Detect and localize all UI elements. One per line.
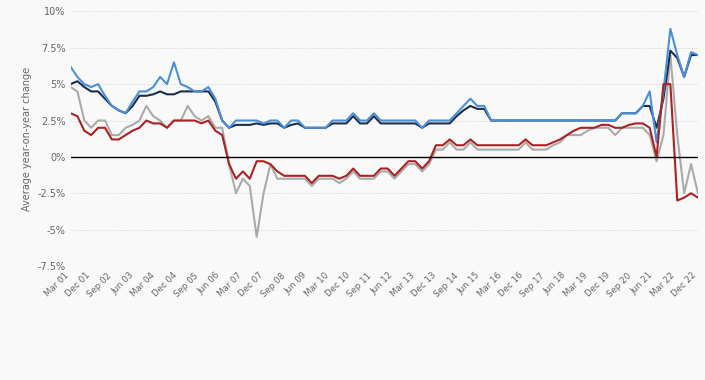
Total Pay (Real) [597, 125, 606, 130]
Line: Regular Pay (Real): Regular Pay (Real) [70, 84, 698, 201]
Regular Pay (Real) [590, 125, 599, 130]
Regular Pay (Real) [66, 111, 75, 116]
Regular Pay (Nominal) [694, 53, 702, 57]
Line: Total Pay (Nominal): Total Pay (Nominal) [70, 29, 698, 142]
Total Pay (Nominal) [439, 118, 447, 123]
Regular Pay (Real) [439, 143, 447, 147]
Total Pay (Real) [570, 133, 578, 137]
Line: Total Pay (Real): Total Pay (Real) [70, 55, 698, 237]
Total Pay (Real) [535, 147, 544, 152]
Regular Pay (Nominal) [597, 118, 606, 123]
Total Pay (Nominal) [528, 118, 537, 123]
Total Pay (Real) [577, 133, 585, 137]
Line: Regular Pay (Nominal): Regular Pay (Nominal) [70, 51, 698, 128]
Regular Pay (Nominal) [446, 121, 454, 126]
Regular Pay (Real) [659, 82, 668, 86]
Regular Pay (Nominal) [535, 118, 544, 123]
Regular Pay (Real) [563, 133, 571, 137]
Regular Pay (Nominal) [563, 118, 571, 123]
Total Pay (Real) [66, 85, 75, 89]
Total Pay (Nominal) [590, 118, 599, 123]
Total Pay (Nominal) [66, 64, 75, 69]
Regular Pay (Real) [556, 137, 564, 142]
Total Pay (Real) [252, 234, 261, 239]
Total Pay (Nominal) [694, 53, 702, 57]
Total Pay (Nominal) [563, 118, 571, 123]
Total Pay (Nominal) [652, 140, 661, 145]
Total Pay (Real) [694, 191, 702, 196]
Total Pay (Nominal) [556, 118, 564, 123]
Total Pay (Real) [563, 133, 571, 137]
Y-axis label: Average year-on-year change: Average year-on-year change [22, 66, 32, 211]
Regular Pay (Nominal) [577, 118, 585, 123]
Regular Pay (Nominal) [225, 125, 233, 130]
Total Pay (Nominal) [666, 27, 675, 31]
Regular Pay (Real) [694, 195, 702, 200]
Regular Pay (Real) [673, 198, 682, 203]
Regular Pay (Nominal) [570, 118, 578, 123]
Regular Pay (Real) [570, 128, 578, 133]
Regular Pay (Nominal) [666, 48, 675, 53]
Regular Pay (Nominal) [66, 82, 75, 86]
Total Pay (Nominal) [570, 118, 578, 123]
Total Pay (Real) [446, 140, 454, 145]
Regular Pay (Real) [528, 143, 537, 147]
Legend: Total Pay (Nominal), Regular Pay (Nominal), Total Pay (Real), Regular Pay (Real): Total Pay (Nominal), Regular Pay (Nomina… [133, 376, 635, 380]
Total Pay (Real) [666, 53, 675, 57]
